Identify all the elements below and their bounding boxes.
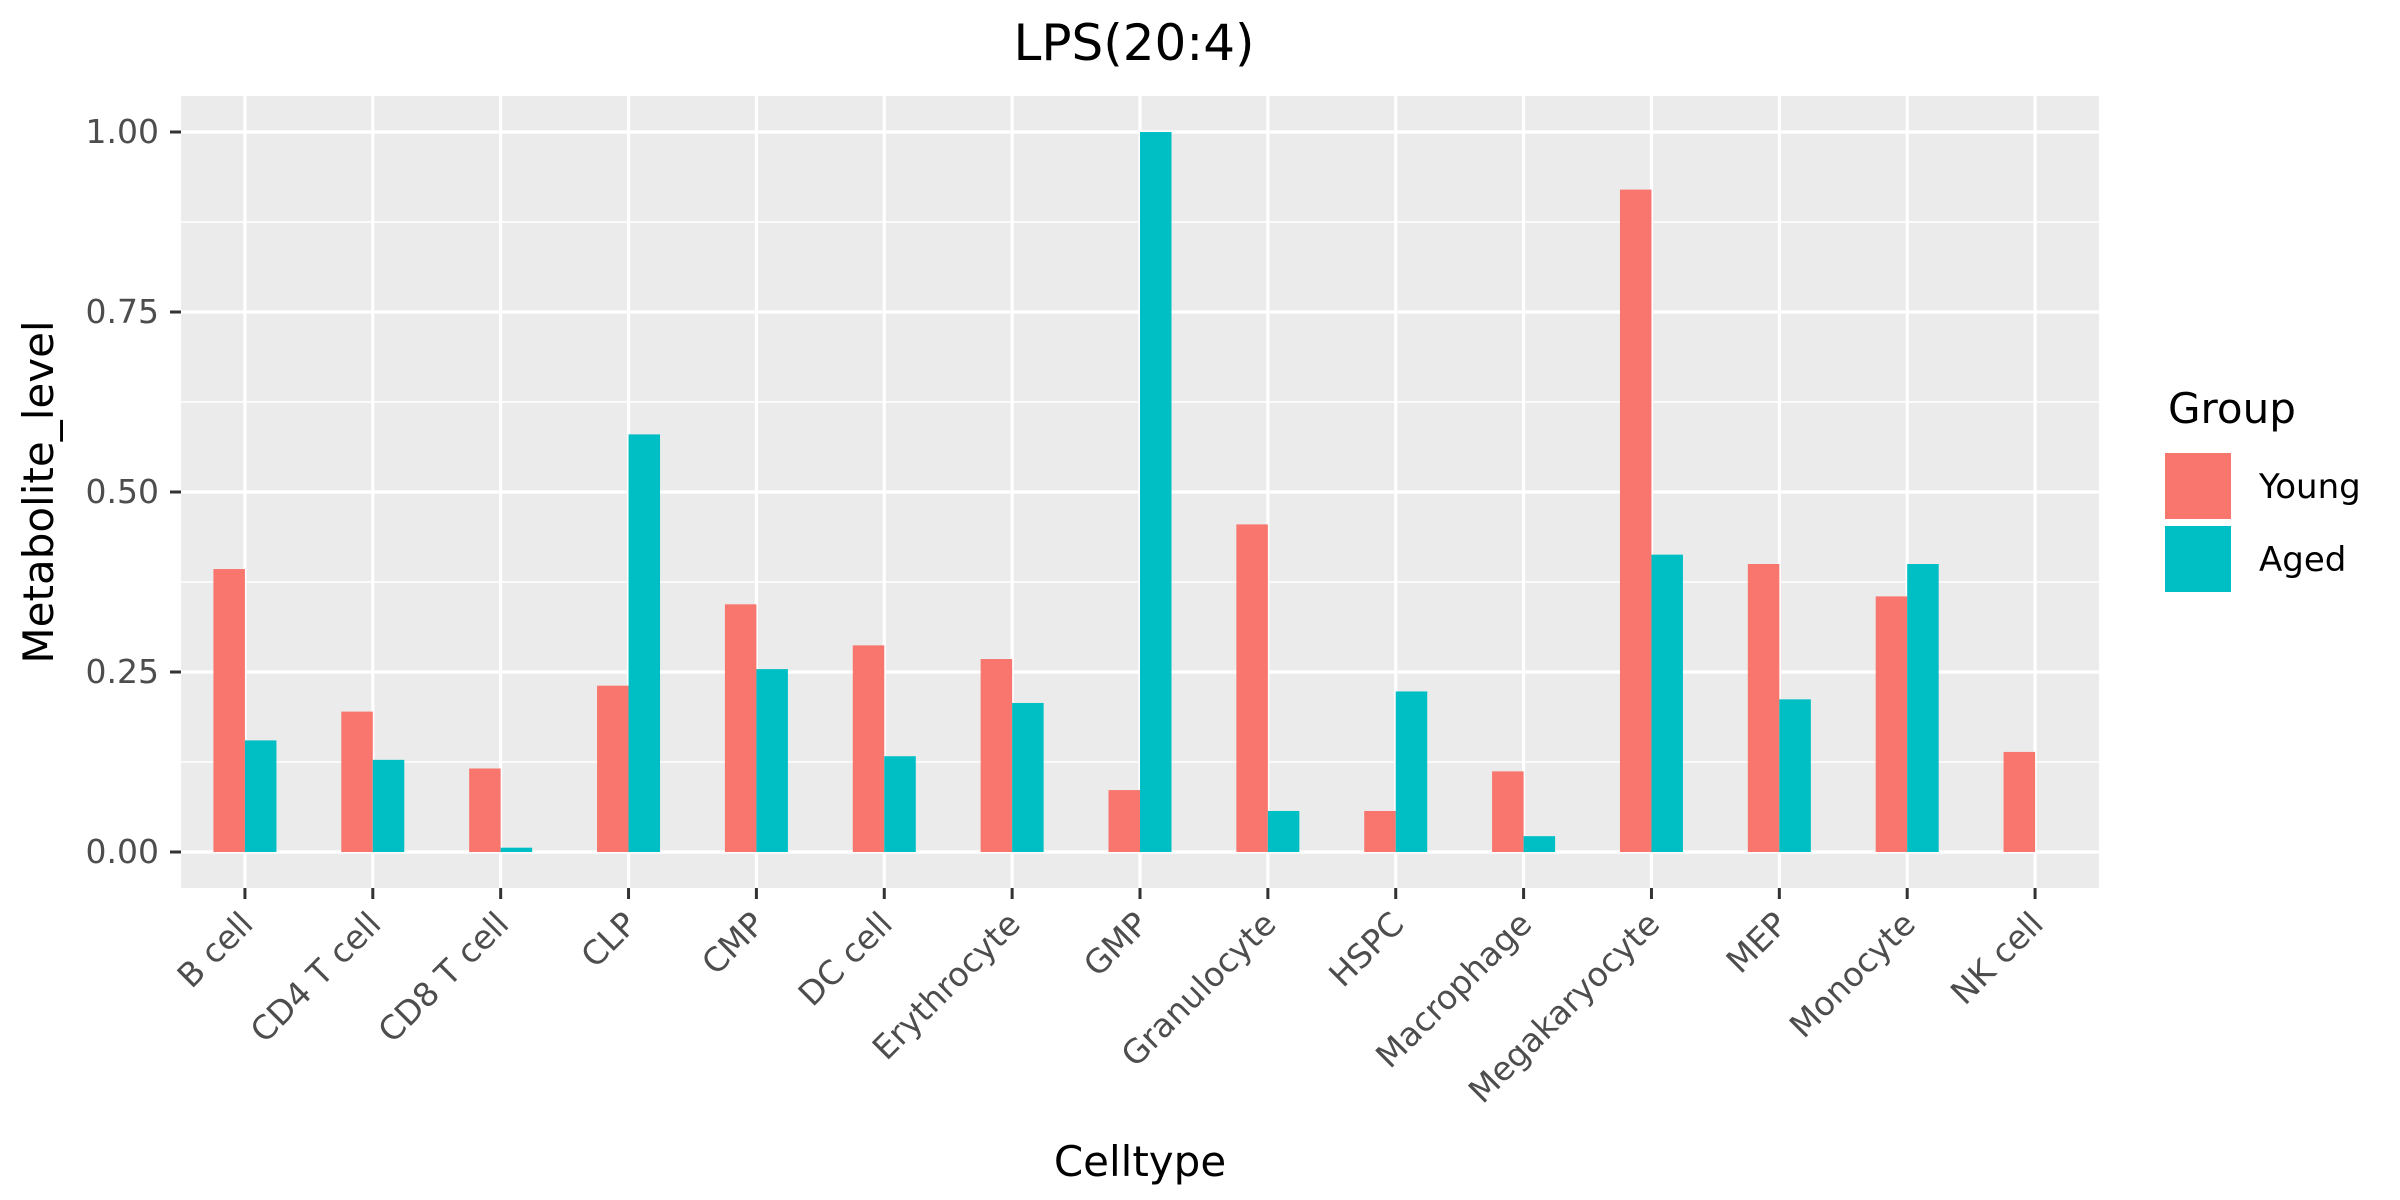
bar-young-cd8-t-cell: [469, 768, 501, 852]
bar-young-hspc: [1364, 810, 1396, 852]
x-tick-label: NK cell: [1943, 904, 2051, 1012]
x-tick-label: B cell: [169, 904, 260, 995]
bar-aged-cd4-t-cell: [372, 759, 405, 852]
x-tick-label: HSPC: [1321, 904, 1411, 994]
bar-aged-macrophage: [1523, 836, 1556, 852]
x-axis-title: Celltype: [1054, 1137, 1226, 1186]
bar-young-nk-cell: [2003, 751, 2036, 852]
x-tick-label: Monocyte: [1782, 904, 1923, 1045]
bar-young-erythrocyte: [980, 659, 1013, 852]
y-tick-label: 0.00: [86, 832, 159, 871]
y-tick-label: 0.25: [86, 652, 159, 691]
legend-key-young: [2165, 453, 2231, 519]
y-axis: 0.00 0.25 0.50 0.75 1.00: [86, 112, 181, 871]
bar-aged-dc-cell: [884, 756, 916, 852]
bar-young-granulocyte: [1236, 524, 1268, 852]
x-tick-label: CD4 T cell: [243, 904, 389, 1050]
bar-young-b-cell: [213, 569, 245, 852]
x-tick-label: CMP: [694, 904, 772, 982]
bars: [213, 132, 2036, 853]
x-tick-label: MEP: [1718, 904, 1795, 981]
bar-young-mep: [1747, 564, 1780, 852]
bar-aged-clp: [628, 434, 661, 852]
x-tick-label: GMP: [1076, 904, 1156, 984]
bar-young-cd4-t-cell: [341, 711, 373, 852]
x-tick-label: CD8 T cell: [370, 904, 516, 1050]
legend-key-aged: [2165, 526, 2231, 592]
bar-aged-mep: [1779, 699, 1811, 852]
legend-label-young: Young: [2258, 467, 2361, 507]
chart-title: LPS(20:4): [1013, 14, 1254, 72]
x-tick-label: DC cell: [791, 904, 900, 1013]
y-tick-label: 1.00: [86, 112, 159, 151]
bar-young-gmp: [1108, 790, 1140, 852]
bar-young-macrophage: [1492, 771, 1524, 852]
bar-aged-megakaryocyte: [1651, 554, 1683, 852]
y-tick-label: 0.75: [86, 292, 159, 331]
bar-young-monocyte: [1875, 596, 1908, 852]
bar-aged-gmp: [1140, 132, 1172, 852]
legend: Group Young Aged: [2165, 384, 2361, 592]
bar-aged-granulocyte: [1267, 810, 1300, 852]
bar-aged-cd8-t-cell: [500, 847, 533, 852]
bar-young-cmp: [724, 604, 757, 852]
y-axis-title: Metabolite_level: [14, 320, 63, 663]
y-tick-label: 0.50: [86, 472, 159, 511]
bar-aged-erythrocyte: [1012, 702, 1044, 852]
legend-title: Group: [2168, 384, 2296, 433]
x-tick-label: CLP: [573, 904, 644, 975]
bar-aged-hspc: [1395, 691, 1428, 852]
bar-aged-cmp: [756, 669, 788, 852]
bar-young-clp: [597, 685, 629, 852]
bar-young-dc-cell: [852, 645, 885, 852]
bar-aged-monocyte: [1907, 564, 1939, 852]
legend-label-aged: Aged: [2259, 540, 2346, 580]
bar-aged-b-cell: [244, 740, 277, 852]
bar-young-megakaryocyte: [1619, 189, 1652, 853]
